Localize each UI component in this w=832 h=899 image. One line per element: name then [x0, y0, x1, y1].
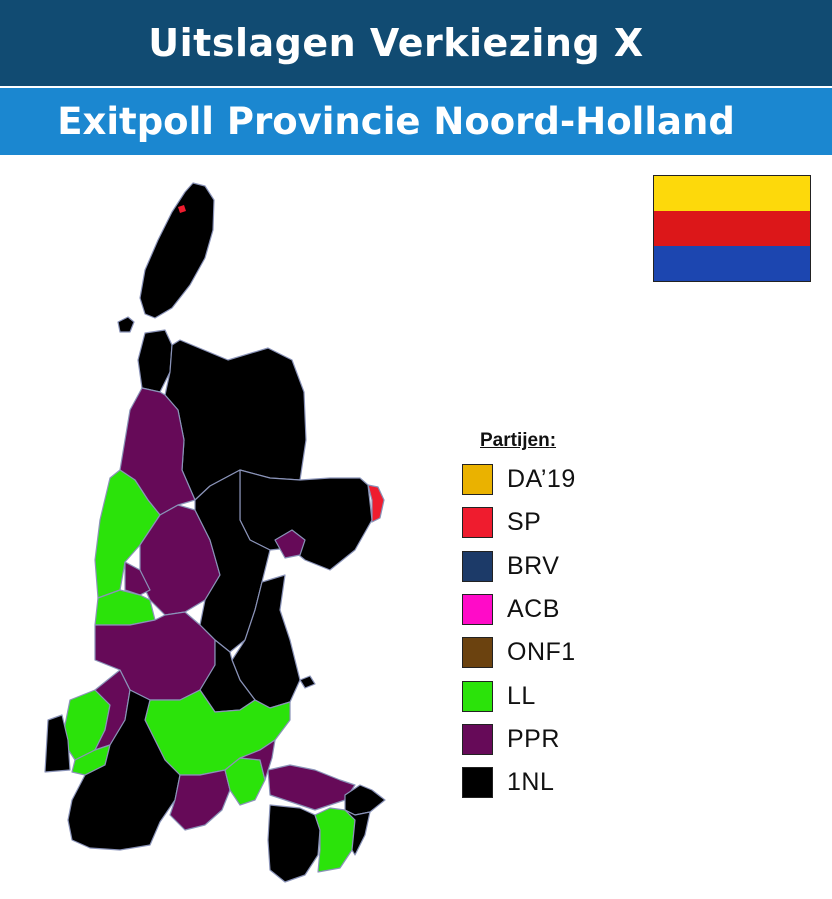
region-gooi-purple — [267, 764, 356, 811]
legend-swatch-ll — [462, 680, 493, 712]
flag-stripe-yellow — [654, 176, 810, 211]
legend-item-1nl: 1NL — [462, 761, 662, 804]
subtitle-bar: Exitpoll Provincie Noord-Holland — [0, 88, 832, 155]
legend-label-1nl: 1NL — [507, 768, 555, 797]
region-hilversum — [267, 804, 321, 883]
flag-stripe-red — [654, 211, 810, 246]
legend-title-colon: : — [549, 430, 557, 451]
legend-swatch-acb — [462, 594, 493, 626]
title-bar: Uitslagen Verkiezing X — [0, 0, 832, 86]
legend-swatch-sp — [462, 507, 493, 539]
region-koggenland — [274, 529, 306, 559]
page-title: Uitslagen Verkiezing X — [148, 21, 644, 65]
legend-label-onf1: ONF1 — [507, 638, 576, 667]
legend-label-acb: ACB — [507, 595, 560, 624]
region-marken — [299, 675, 316, 689]
legend-item-onf1: ONF1 — [462, 631, 662, 674]
flag-stripe-blue — [654, 246, 810, 281]
legend-label-ppr: PPR — [507, 724, 560, 753]
noord-holland-flag — [653, 175, 811, 282]
legend-swatch-onf1 — [462, 637, 493, 669]
region-blaricum — [344, 809, 371, 856]
region-amstelveen — [169, 769, 231, 831]
region-gooise-meren — [314, 807, 356, 873]
region-enkhuizen — [367, 484, 385, 523]
legend-label-brv: BRV — [507, 551, 560, 580]
legend-swatch-1nl — [462, 767, 493, 799]
region-coast-black — [44, 714, 71, 773]
region-texel-spot — [178, 205, 186, 213]
legend-item-da19: DA’19 — [462, 458, 662, 501]
legend-swatch-da19 — [462, 464, 493, 496]
legend-item-brv: BRV — [462, 545, 662, 588]
legend-item-ll: LL — [462, 674, 662, 717]
region-den-helder — [137, 329, 173, 393]
legend-swatch-ppr — [462, 723, 493, 755]
legend-label-ll: LL — [507, 681, 536, 710]
legend-title-text: Partijen — [480, 430, 550, 451]
region-texel — [139, 182, 215, 319]
region-diemen — [224, 757, 266, 806]
legend-title: Partijen: — [480, 430, 662, 452]
legend-swatch-brv — [462, 550, 493, 582]
region-castricum — [94, 589, 156, 626]
legend-item-ppr: PPR — [462, 718, 662, 761]
province-map — [44, 182, 386, 883]
page-subtitle: Exitpoll Provincie Noord-Holland — [57, 100, 735, 143]
region-alkmaar-small — [124, 561, 151, 596]
legend-item-acb: ACB — [462, 588, 662, 631]
legend: Partijen: DA’19 SP BRV ACB ONF1 LL PPR 1… — [462, 430, 662, 804]
region-haarlemmermeer — [67, 689, 181, 851]
legend-label-da19: DA’19 — [507, 465, 576, 494]
region-weesp — [239, 739, 276, 781]
legend-item-sp: SP — [462, 501, 662, 544]
region-islet — [117, 316, 135, 333]
legend-label-sp: SP — [507, 508, 542, 537]
